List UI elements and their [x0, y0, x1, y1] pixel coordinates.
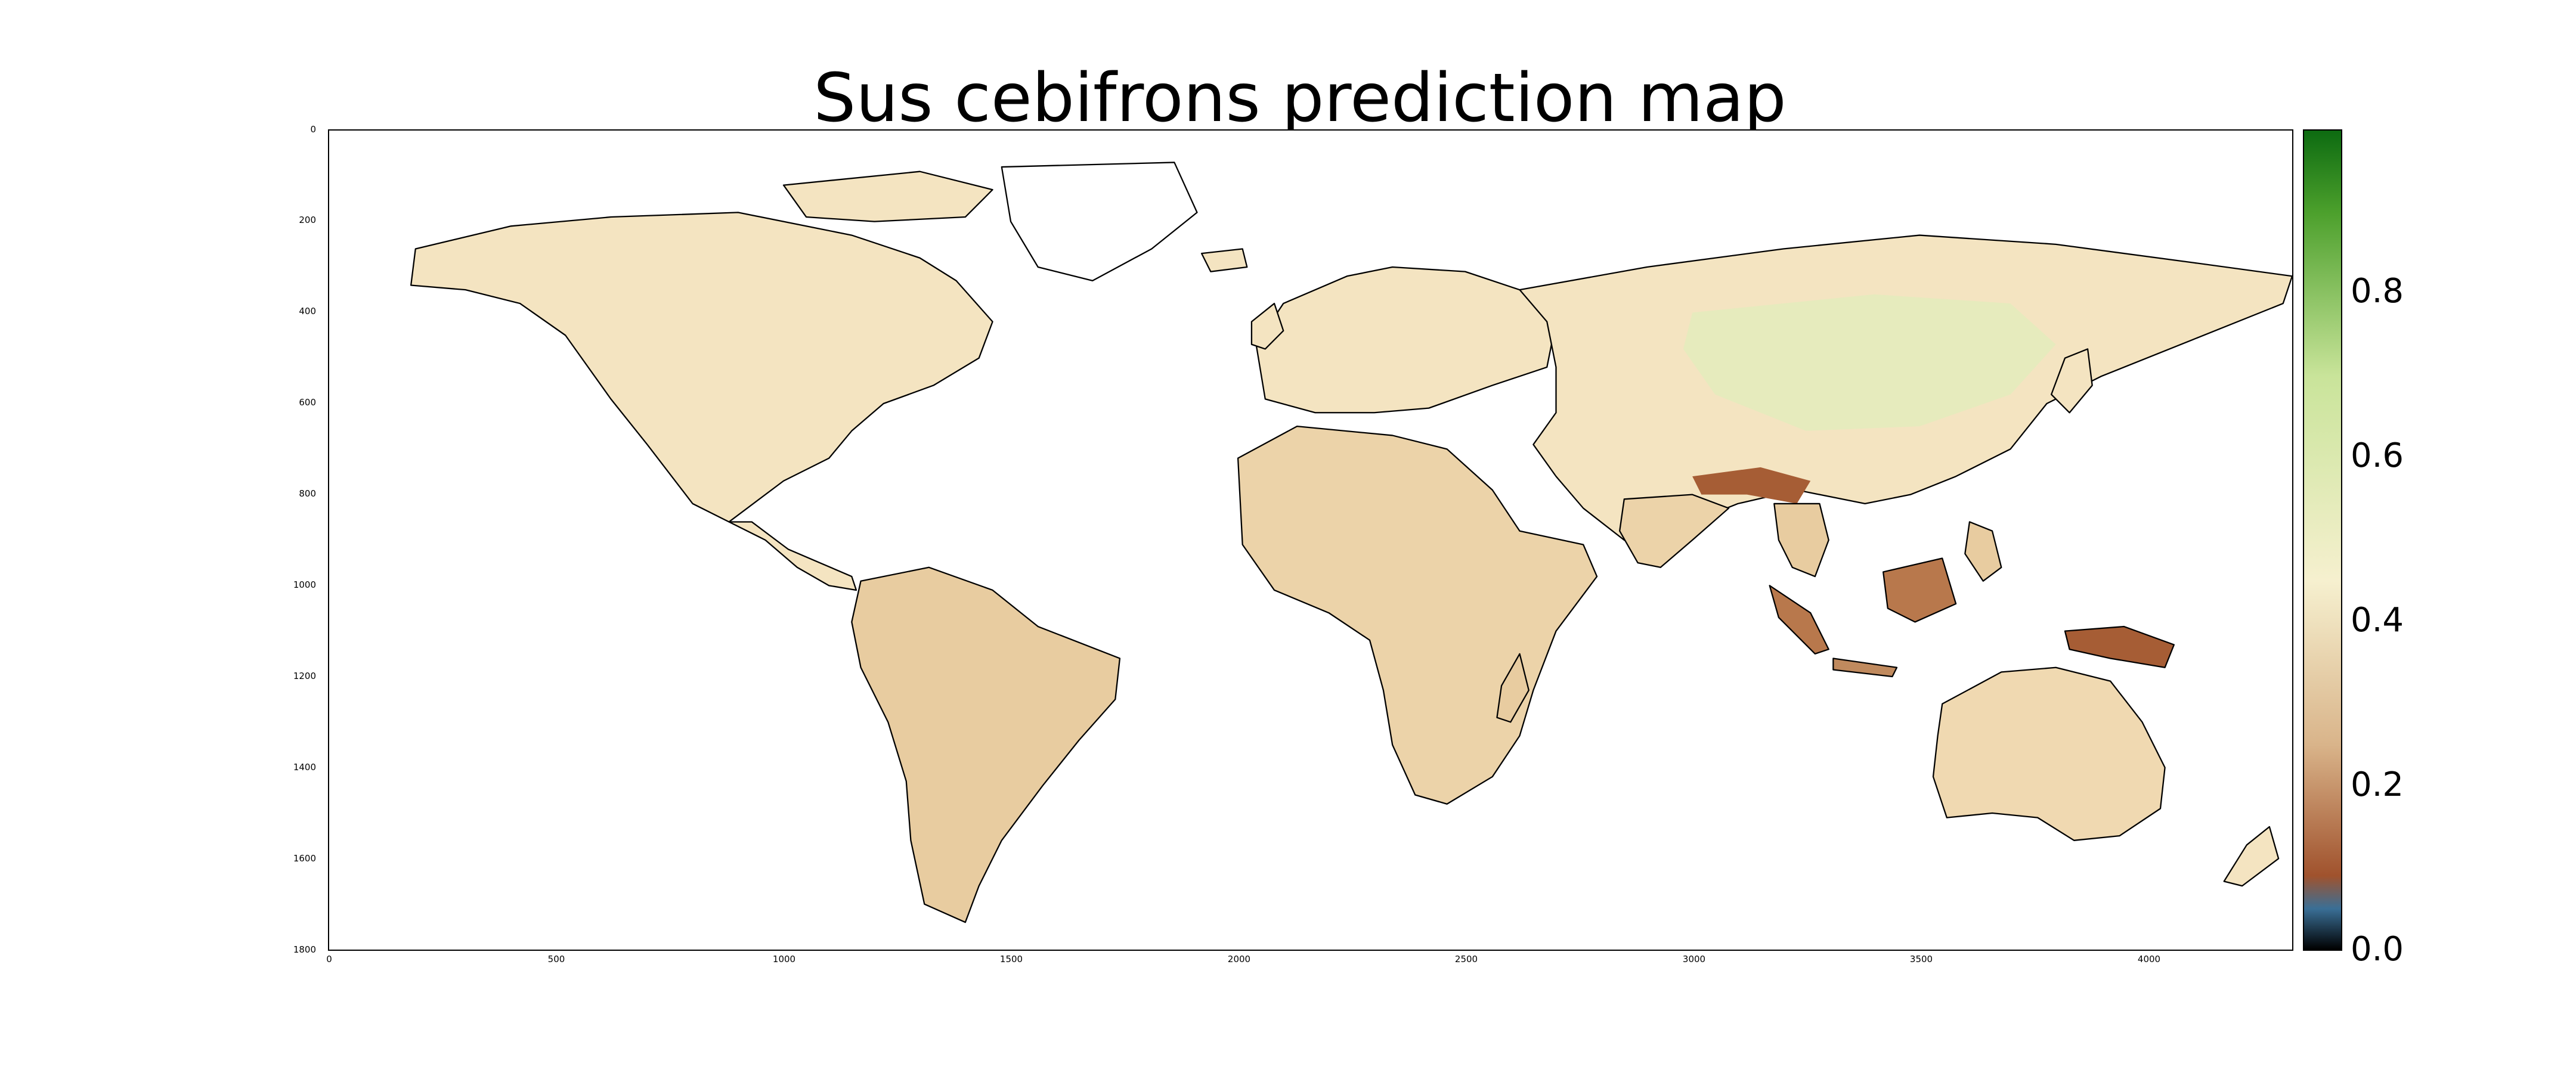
southeast-asia: [1773, 503, 1829, 578]
y-tick-label: 200: [299, 215, 316, 225]
japan: [2050, 348, 2093, 414]
madagascar: [1496, 653, 1530, 723]
y-tick-label: 1200: [293, 671, 316, 681]
colorbar-tick-label: 0.6: [2351, 436, 2404, 475]
x-tick-label: 3500: [1909, 954, 1933, 965]
y-tick-label: 800: [299, 488, 316, 499]
uk: [1250, 302, 1284, 350]
y-tick-label: 600: [299, 397, 316, 408]
x-tick-label: 1000: [772, 954, 796, 965]
y-tick-label: 1800: [293, 944, 316, 955]
asia-green-zone: [1683, 294, 2056, 431]
x-tick-label: 0: [326, 954, 332, 965]
java: [1832, 658, 1898, 678]
page-title: Sus cebifrons prediction map: [813, 60, 1787, 137]
colorbar-tick-label: 0.0: [2351, 930, 2404, 969]
new-guinea: [2064, 625, 2175, 668]
y-tick-label: 400: [299, 306, 316, 317]
india: [1619, 494, 1730, 568]
colorbar-tick-label: 0.4: [2351, 601, 2404, 640]
x-tick-label: 3000: [1682, 954, 1706, 965]
australia: [1932, 666, 2166, 841]
colorbar: [2303, 129, 2342, 951]
africa: [1237, 426, 1598, 805]
y-tick-label: 1600: [293, 853, 316, 864]
greenland: [1001, 162, 1198, 282]
himalaya-zone: [1692, 467, 1811, 504]
arctic-islands: [782, 170, 993, 222]
sumatra: [1769, 585, 1829, 655]
borneo: [1883, 557, 1957, 623]
colorbar-tick-label: 0.8: [2351, 272, 2404, 311]
central-america: [728, 521, 857, 591]
x-tick-label: 500: [547, 954, 565, 965]
x-tick-label: 1500: [999, 954, 1023, 965]
philippines: [1964, 521, 2002, 582]
south-america: [851, 566, 1121, 923]
world-map: [410, 162, 2292, 923]
map-area: [328, 129, 2293, 951]
europe: [1255, 266, 1557, 414]
iceland: [1200, 248, 1248, 272]
colorbar-tick-label: 0.2: [2351, 765, 2404, 804]
y-tick-label: 1000: [293, 579, 316, 590]
x-tick-label: 4000: [2137, 954, 2161, 965]
new-zealand: [2223, 826, 2280, 887]
y-tick-label: 0: [310, 124, 316, 135]
x-tick-label: 2000: [1227, 954, 1251, 965]
y-tick-label: 1400: [293, 762, 316, 773]
north-america: [410, 212, 993, 523]
x-tick-label: 2500: [1454, 954, 1478, 965]
